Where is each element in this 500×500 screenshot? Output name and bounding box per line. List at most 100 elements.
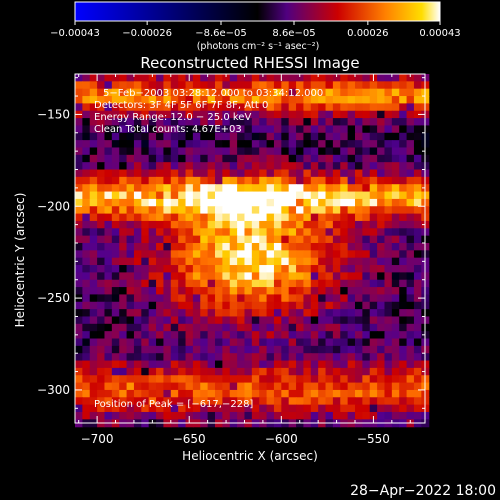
heatmap-cell <box>75 125 83 134</box>
heatmap-cell <box>119 367 128 376</box>
heatmap-cell <box>75 81 83 90</box>
heatmap-cell <box>75 191 83 200</box>
heatmap-cell <box>406 184 415 193</box>
heatmap-cell <box>266 265 275 273</box>
heatmap-cell <box>185 367 194 376</box>
heatmap-cell <box>266 74 275 82</box>
heatmap-cell <box>325 353 334 362</box>
heatmap-cell <box>259 404 268 413</box>
heatmap-cell <box>273 287 282 296</box>
heatmap-cell <box>207 367 216 376</box>
heatmap-cell <box>251 88 260 97</box>
heatmap-cell <box>347 191 356 200</box>
heatmap-cell <box>281 110 290 119</box>
heatmap-cell <box>296 154 305 163</box>
heatmap-cell <box>237 375 246 384</box>
heatmap-cell <box>148 404 157 413</box>
heatmap-cell <box>222 176 231 185</box>
heatmap-cell <box>362 397 371 406</box>
heatmap-cell <box>369 198 378 207</box>
heatmap-cell <box>377 169 386 178</box>
heatmap-cell <box>377 294 386 303</box>
heatmap-cell <box>281 118 290 127</box>
heatmap-cell <box>266 118 275 127</box>
heatmap-cell <box>148 169 157 178</box>
heatmap-cell <box>111 345 120 354</box>
heatmap-cell <box>229 316 238 325</box>
heatmap-cell <box>229 220 238 229</box>
heatmap-cell <box>200 96 209 104</box>
heatmap-cell <box>259 206 268 215</box>
heatmap-cell <box>288 382 297 391</box>
heatmap-cell <box>332 74 341 82</box>
heatmap-cell <box>244 397 253 406</box>
heatmap-cell <box>126 176 135 185</box>
heatmap-cell <box>126 338 135 347</box>
heatmap-cell <box>237 287 246 296</box>
heatmap-cell <box>111 176 120 185</box>
heatmap-cell <box>185 81 194 90</box>
heatmap-cell <box>347 228 356 237</box>
heatmap-cell <box>111 323 120 332</box>
heatmap-cell <box>259 375 268 384</box>
heatmap-cell <box>141 110 150 119</box>
heatmap-cell <box>126 411 135 420</box>
heatmap-cell <box>332 287 341 296</box>
heatmap-cell <box>200 382 209 391</box>
heatmap-cell <box>391 397 400 406</box>
heatmap-cell <box>310 309 319 318</box>
heatmap-cell <box>170 220 179 229</box>
heatmap-cell <box>82 81 91 90</box>
heatmap-cell <box>332 125 341 134</box>
heatmap-cell <box>332 235 341 244</box>
heatmap-cell <box>141 198 150 207</box>
heatmap-cell <box>126 250 135 259</box>
heatmap-cell <box>156 162 165 171</box>
heatmap-cell <box>369 191 378 200</box>
heatmap-cell <box>229 360 238 369</box>
heatmap-cell <box>148 184 157 193</box>
heatmap-cell <box>156 242 165 251</box>
heatmap-cell <box>244 411 253 420</box>
heatmap-cell <box>318 331 327 340</box>
heatmap-cell <box>340 96 349 104</box>
heatmap-cell <box>413 301 422 310</box>
heatmap-cell <box>133 162 142 171</box>
heatmap-cell <box>104 110 113 119</box>
heatmap-cell <box>156 228 165 237</box>
heatmap-cell <box>325 411 334 420</box>
heatmap-cell <box>178 250 187 259</box>
heatmap-cell <box>141 367 150 376</box>
heatmap-cell <box>332 213 341 222</box>
heatmap-cell <box>207 118 216 127</box>
heatmap-cell <box>97 176 106 185</box>
heatmap-cell <box>310 110 319 119</box>
heatmap-cell <box>229 250 238 259</box>
heatmap-cell <box>75 367 83 376</box>
heatmap-cell <box>259 213 268 222</box>
heatmap-cell <box>318 74 327 82</box>
heatmap-cell <box>75 74 83 82</box>
heatmap-cell <box>89 309 98 318</box>
heatmap-cell <box>111 154 120 163</box>
heatmap-cell <box>281 360 290 369</box>
heatmap-cell <box>229 74 238 82</box>
heatmap-cell <box>340 176 349 185</box>
heatmap-cell <box>391 132 400 141</box>
heatmap-cell <box>399 397 408 406</box>
heatmap-cell <box>391 206 400 215</box>
heatmap-cell <box>111 375 120 384</box>
heatmap-cell <box>75 360 83 369</box>
heatmap-cell <box>229 331 238 340</box>
heatmap-cell <box>332 316 341 325</box>
heatmap-cell <box>192 397 201 406</box>
annotation-line-3: Energy Range: 12.0 − 25.0 keV <box>94 112 251 123</box>
heatmap-cell <box>207 404 216 413</box>
heatmap-cell <box>229 118 238 127</box>
heatmap-cell <box>296 331 305 340</box>
heatmap-cell <box>97 265 106 273</box>
heatmap-cell <box>273 367 282 376</box>
heatmap-cell <box>126 323 135 332</box>
heatmap-cell <box>111 242 120 251</box>
heatmap-cell <box>237 250 246 259</box>
